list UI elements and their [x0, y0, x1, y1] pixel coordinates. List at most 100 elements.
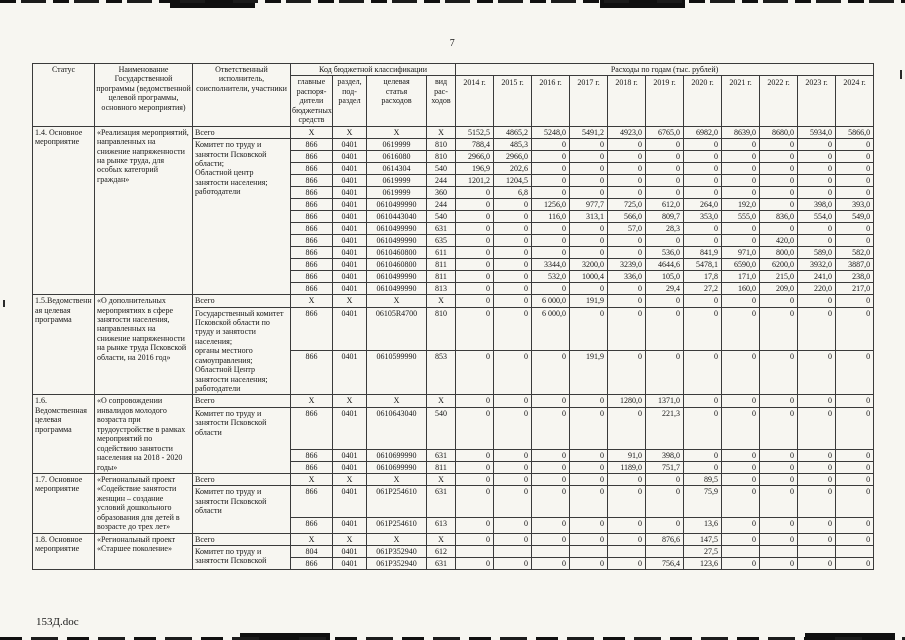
budget-code-cell: X — [332, 532, 367, 547]
budget-code-cell: 631 — [425, 557, 457, 570]
year-value-cell: 191,9 — [569, 294, 609, 308]
year-value-cell: 0 — [759, 294, 799, 308]
year-value-cell: 0 — [493, 198, 533, 212]
year-value-cell: 1256,0 — [531, 198, 571, 212]
year-value-cell: 238,0 — [835, 270, 875, 284]
year-value-cell: 0 — [721, 186, 761, 200]
budget-code-cell: 0610460800 — [366, 258, 427, 272]
year-value-cell: 123,6 — [683, 557, 723, 570]
year-value-cell: 215,0 — [759, 270, 799, 284]
year-value-cell: 6590,0 — [721, 258, 761, 272]
budget-code-cell: X — [366, 532, 427, 547]
year-value-cell: 0 — [721, 406, 761, 450]
year-value-cell: 3887,0 — [835, 258, 875, 272]
budget-code-cell: 853 — [425, 350, 457, 396]
year-value-cell: 0 — [569, 174, 609, 188]
year-value-cell: 0 — [835, 532, 875, 547]
year-value-cell: 0 — [569, 222, 609, 236]
year-value-cell: 75,9 — [683, 485, 723, 518]
budget-code-cell: X — [366, 472, 427, 487]
year-value-cell: 0 — [493, 394, 533, 408]
table-row: 1.5.Ведомственная целевая программа «О до… — [32, 294, 875, 396]
year-value-cell: 0 — [493, 485, 533, 518]
table-row: Комитет по труду и занятости Псковской 80… — [33, 545, 875, 570]
budget-code-cell: 813 — [425, 282, 457, 296]
executor-cell: Комитет по труду и занятости Псковской о… — [192, 406, 291, 474]
budget-code-cell: 613 — [425, 516, 457, 534]
budget-code-cell: 0401 — [332, 258, 367, 272]
col-header-program: Наименование Государственной программы (… — [94, 63, 193, 127]
year-value-cell: 0 — [607, 516, 647, 534]
year-value-cell: 0 — [759, 222, 799, 236]
year-value-cell: 2966,0 — [493, 150, 533, 164]
budget-code-cell: 810 — [425, 138, 457, 152]
budget-code-cell: 0619999 — [366, 138, 427, 152]
budget-code-cell: 866 — [290, 270, 333, 284]
year-value-cell: 0 — [607, 234, 647, 248]
year-value-cell: 0 — [683, 138, 723, 152]
executor-cell: Комитет по труду и занятости Псковской о… — [192, 485, 291, 534]
year-value-cell: 0 — [531, 448, 571, 462]
year-value-cell: 0 — [493, 246, 533, 260]
year-value-cell: 0 — [455, 516, 495, 534]
executor-cell: Всего — [192, 472, 291, 487]
year-value-cell: 0 — [531, 557, 571, 570]
table-row: 866 0401 061P352940 631 0 0 0 0 0 756,4 123,6 0 0 0 0 — [33, 557, 875, 570]
year-value-cell: 398,0 — [797, 198, 837, 212]
budget-code-cell: 0401 — [332, 270, 367, 284]
year-value-cell: 0 — [835, 472, 875, 487]
col-header-year-2021: 2021 г. — [721, 75, 761, 127]
year-value-cell: 313,1 — [569, 210, 609, 224]
status-cell: 1.6. Ведомственная целевая программа — [32, 394, 95, 474]
year-value-cell: 0 — [683, 174, 723, 188]
col-header-year-2019: 2019 г. — [645, 75, 685, 127]
budget-code-cell: 611 — [425, 246, 457, 260]
budget-code-cell: 866 — [290, 162, 333, 176]
budget-code-cell: 540 — [425, 210, 457, 224]
budget-code-cell: 0401 — [332, 485, 367, 518]
year-value-cell: 0 — [569, 138, 609, 152]
year-value-cell: 0 — [721, 234, 761, 248]
budget-code-cell: 0619999 — [366, 186, 427, 200]
budget-code-cell: 0619999 — [366, 174, 427, 188]
budget-code-cell: 811 — [425, 460, 457, 474]
budget-code-cell: 360 — [425, 186, 457, 200]
year-value-cell: 27,2 — [683, 282, 723, 296]
year-value-cell: 0 — [797, 448, 837, 462]
budget-code-cell: X — [425, 472, 457, 487]
budget-code-cell: 866 — [290, 406, 333, 450]
year-value-cell: 105,0 — [645, 270, 685, 284]
year-value-cell: 0 — [683, 406, 723, 450]
year-value-cell: 0 — [531, 222, 571, 236]
year-value-cell: 0 — [683, 162, 723, 176]
year-value-cell: 6 000,0 — [531, 306, 571, 352]
budget-code-cell: 0401 — [332, 162, 367, 176]
year-value-cell: 0 — [493, 406, 533, 450]
year-value-cell: 0 — [683, 460, 723, 474]
year-value-cell: 0 — [455, 198, 495, 212]
year-value-cell: 0 — [797, 485, 837, 518]
year-value-cell: 209,0 — [759, 282, 799, 296]
year-value-cell: 0 — [493, 472, 533, 487]
year-value-cell: 0 — [493, 282, 533, 296]
year-value-cell: 0 — [835, 138, 875, 152]
executor-cell: Всего — [192, 532, 291, 547]
year-value-cell: 0 — [797, 406, 837, 450]
year-value-cell: 0 — [531, 186, 571, 200]
year-value-cell: 0 — [683, 222, 723, 236]
budget-code-cell: 0401 — [332, 282, 367, 296]
year-value-cell: 27,5 — [683, 545, 723, 558]
year-value-cell: 0 — [493, 306, 533, 352]
year-value-cell: 0 — [569, 282, 609, 296]
year-value-cell: 0 — [493, 516, 533, 534]
year-value-cell: 0 — [607, 186, 647, 200]
budget-code-cell: 0610499990 — [366, 282, 427, 296]
year-value-cell: 0 — [569, 234, 609, 248]
budget-code-cell: 0610460800 — [366, 246, 427, 260]
year-value-cell: 0 — [493, 460, 533, 474]
year-value-cell: 0 — [721, 532, 761, 547]
year-value-cell: 160,0 — [721, 282, 761, 296]
year-value-cell: 57,0 — [607, 222, 647, 236]
year-value-cell: 836,0 — [759, 210, 799, 224]
year-value-cell: 220,0 — [797, 282, 837, 296]
